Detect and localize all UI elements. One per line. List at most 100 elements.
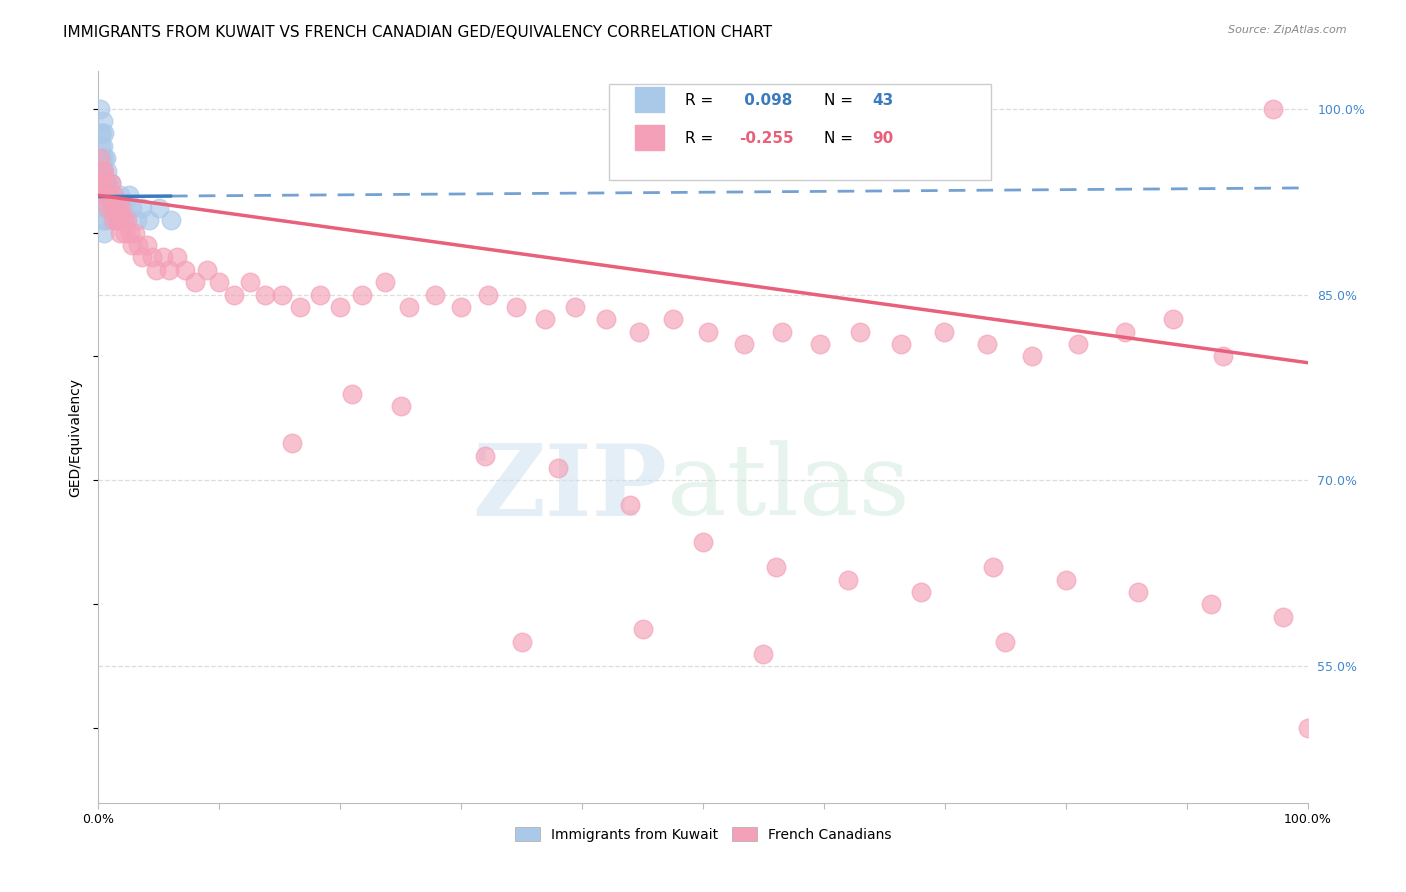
Point — [195, 262, 218, 277]
Point — [152, 250, 174, 264]
Text: 0.098: 0.098 — [740, 93, 793, 108]
Point — [752, 647, 775, 661]
FancyBboxPatch shape — [636, 125, 664, 151]
Point — [127, 213, 149, 227]
Point — [110, 201, 132, 215]
Point — [91, 151, 114, 165]
Point — [101, 213, 124, 227]
Point — [127, 238, 149, 252]
Point — [96, 163, 118, 178]
Point — [1067, 337, 1090, 351]
Point — [281, 436, 304, 450]
Point — [398, 300, 420, 314]
Point — [97, 201, 120, 215]
Point — [105, 213, 128, 227]
Point — [374, 275, 396, 289]
Point — [184, 275, 207, 289]
FancyBboxPatch shape — [609, 84, 991, 179]
Point — [271, 287, 294, 301]
Point — [627, 325, 650, 339]
Point — [93, 176, 115, 190]
Text: 43: 43 — [872, 93, 894, 108]
Point — [111, 213, 134, 227]
Point — [94, 213, 117, 227]
Point — [329, 300, 352, 314]
Point — [91, 163, 114, 178]
Point — [290, 300, 312, 314]
Point — [97, 176, 120, 190]
Point — [100, 201, 122, 215]
Text: R =: R = — [685, 93, 718, 108]
Point — [837, 573, 859, 587]
Point — [89, 102, 111, 116]
Text: ZIP: ZIP — [472, 440, 666, 537]
Point — [93, 163, 115, 178]
Point — [111, 201, 134, 215]
Point — [619, 498, 641, 512]
Point — [89, 126, 111, 140]
Point — [114, 213, 136, 227]
Point — [91, 213, 114, 227]
FancyBboxPatch shape — [636, 87, 664, 112]
Point — [208, 275, 231, 289]
Point — [98, 188, 121, 202]
Text: Source: ZipAtlas.com: Source: ZipAtlas.com — [1229, 25, 1347, 35]
Point — [96, 188, 118, 202]
Point — [141, 250, 163, 264]
Point — [131, 201, 153, 215]
Point — [91, 188, 114, 202]
Point — [121, 201, 143, 215]
Point — [1163, 312, 1185, 326]
Point — [108, 188, 131, 202]
Legend: Immigrants from Kuwait, French Canadians: Immigrants from Kuwait, French Canadians — [509, 822, 897, 847]
Point — [90, 151, 112, 165]
Text: -0.255: -0.255 — [740, 131, 794, 146]
Point — [222, 287, 245, 301]
Point — [96, 188, 118, 202]
Point — [91, 188, 114, 202]
Point — [1272, 610, 1295, 624]
Text: atlas: atlas — [666, 441, 910, 536]
Point — [104, 213, 127, 227]
Point — [148, 201, 170, 215]
Text: N =: N = — [824, 131, 858, 146]
Point — [1128, 585, 1150, 599]
Point — [631, 622, 654, 636]
Point — [100, 201, 122, 215]
Point — [661, 312, 683, 326]
Point — [89, 151, 111, 165]
Point — [474, 449, 496, 463]
Point — [107, 201, 129, 215]
Point — [505, 300, 527, 314]
Point — [90, 176, 112, 190]
Point — [890, 337, 912, 351]
Point — [1261, 102, 1284, 116]
Point — [118, 226, 141, 240]
Text: 90: 90 — [872, 131, 894, 146]
Point — [91, 126, 114, 140]
Point — [97, 201, 120, 215]
Point — [94, 188, 117, 202]
Point — [1212, 350, 1234, 364]
Point — [423, 287, 446, 301]
Point — [910, 585, 932, 599]
Point — [510, 634, 533, 648]
Point — [595, 312, 617, 326]
Point — [692, 535, 714, 549]
Point — [98, 188, 121, 202]
Point — [547, 461, 569, 475]
Point — [174, 262, 197, 277]
Point — [342, 386, 364, 401]
Point — [94, 176, 117, 190]
Point — [121, 238, 143, 252]
Point — [91, 188, 114, 202]
Y-axis label: GED/Equivalency: GED/Equivalency — [69, 377, 83, 497]
Point — [108, 226, 131, 240]
Point — [770, 325, 793, 339]
Point — [477, 287, 499, 301]
Point — [100, 176, 122, 190]
Point — [114, 226, 136, 240]
Point — [93, 226, 115, 240]
Point — [1296, 722, 1319, 736]
Point — [100, 176, 122, 190]
